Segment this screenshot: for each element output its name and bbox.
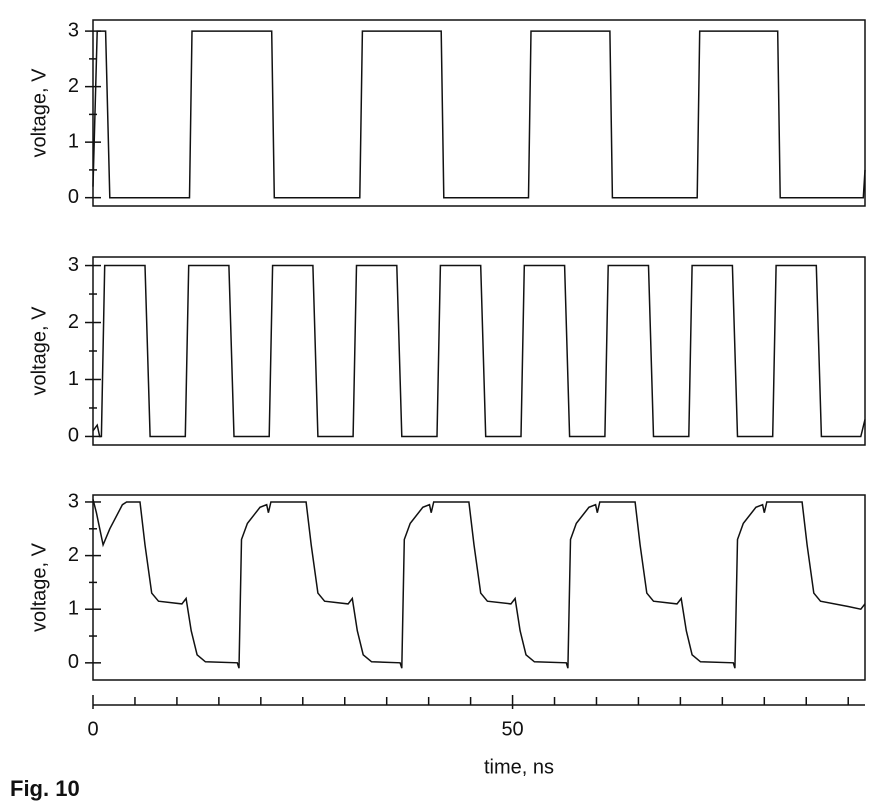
y-tick-label: 3 bbox=[68, 490, 79, 512]
waveform bbox=[92, 30, 866, 199]
plot-frame bbox=[92, 494, 866, 681]
caption: Fig. 10 bbox=[10, 776, 80, 801]
y-tick-label: 3 bbox=[68, 19, 79, 41]
y-tick-label: 3 bbox=[68, 254, 79, 276]
y-tick-label: 0 bbox=[68, 425, 79, 447]
y-tick-label: 2 bbox=[68, 75, 79, 97]
x-axis-label: time, ns bbox=[484, 756, 554, 778]
waveform bbox=[92, 264, 866, 438]
x-tick-label: 0 bbox=[87, 718, 98, 740]
y-tick-label: 0 bbox=[68, 651, 79, 673]
y-axis-label: voltage, V bbox=[28, 306, 50, 396]
plot-frame bbox=[92, 256, 866, 446]
waveform bbox=[92, 499, 866, 669]
y-tick-label: 1 bbox=[68, 130, 79, 152]
x-tick-label: 50 bbox=[501, 718, 523, 740]
y-axis-label: voltage, V bbox=[28, 542, 50, 632]
y-axis-label: voltage, V bbox=[28, 68, 50, 158]
plot-frame bbox=[92, 19, 866, 207]
y-tick-label: 2 bbox=[68, 311, 79, 333]
y-tick-label: 1 bbox=[68, 368, 79, 390]
y-tick-label: 2 bbox=[68, 544, 79, 566]
y-tick-label: 0 bbox=[68, 186, 79, 208]
y-tick-label: 1 bbox=[68, 597, 79, 619]
